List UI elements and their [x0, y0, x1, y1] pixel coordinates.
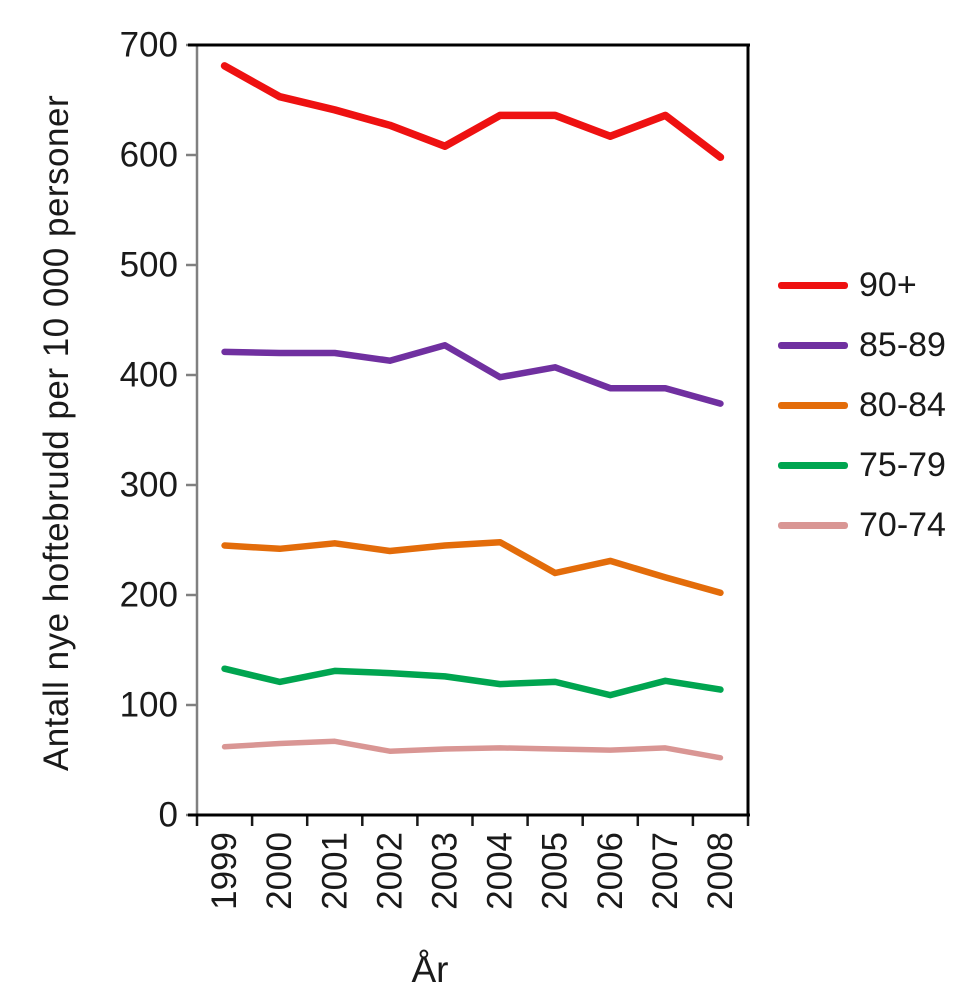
legend-swatch-80-84	[778, 401, 848, 409]
y-tick-label: 400	[120, 356, 178, 395]
y-tick-label: 0	[159, 796, 178, 835]
series-line-70-74	[221, 738, 724, 761]
legend-item-70-74: 70-74	[778, 495, 946, 555]
x-tick-label: 1999	[205, 832, 244, 910]
legend-swatch-75-79	[778, 461, 848, 469]
legend-swatch-70-74	[778, 521, 848, 529]
legend-label: 80-84	[859, 385, 946, 424]
legend-label: 70-74	[859, 505, 946, 544]
y-tick-label: 100	[120, 686, 178, 725]
legend-label: 85-89	[859, 325, 946, 364]
y-tick-label: 200	[120, 576, 178, 615]
x-tick-label: 2002	[370, 832, 409, 910]
series-line-80-84	[221, 538, 724, 597]
series-line-85-89	[221, 342, 724, 407]
x-tick-label: 2000	[260, 832, 299, 910]
legend-label: 75-79	[859, 445, 946, 484]
x-axis-title: År	[411, 949, 449, 990]
series-line-90+	[220, 62, 725, 161]
series-line-75-79	[221, 665, 724, 699]
x-tick-label: 2007	[646, 832, 685, 910]
y-tick-label: 700	[120, 26, 178, 65]
x-tick-label: 2001	[315, 832, 354, 910]
legend-item-90+: 90+	[778, 255, 946, 315]
x-tick-label: 2004	[481, 832, 520, 910]
y-tick-label: 600	[120, 136, 178, 175]
x-tick-label: 2006	[591, 832, 630, 910]
x-tick-label: 2008	[701, 832, 740, 910]
legend-item-80-84: 80-84	[778, 375, 946, 435]
legend-item-75-79: 75-79	[778, 435, 946, 495]
legend: 90+ 85-89 80-84 75-79 70-74	[778, 255, 946, 555]
x-tick-label: 2005	[536, 832, 575, 910]
y-tick-label: 300	[120, 466, 178, 505]
y-tick-label: 500	[120, 246, 178, 285]
x-tick-label: 2003	[425, 832, 464, 910]
legend-swatch-85-89	[778, 341, 848, 349]
legend-label: 90+	[859, 265, 917, 304]
legend-swatch-90+	[778, 281, 848, 289]
legend-item-85-89: 85-89	[778, 315, 946, 375]
